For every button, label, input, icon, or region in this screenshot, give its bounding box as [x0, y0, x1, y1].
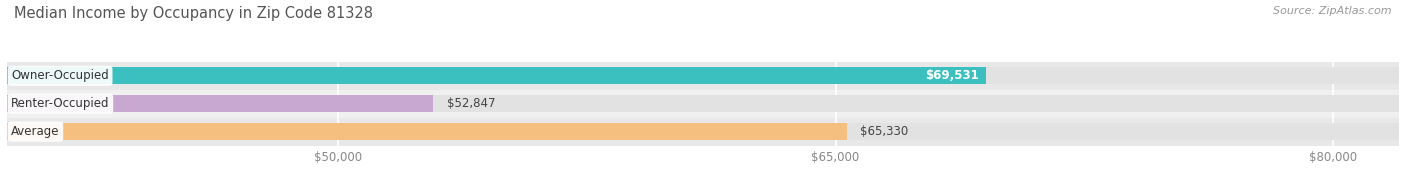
Text: Median Income by Occupancy in Zip Code 81328: Median Income by Occupancy in Zip Code 8… — [14, 6, 373, 21]
Text: $65,330: $65,330 — [860, 125, 908, 138]
Bar — [7, 95, 433, 112]
Bar — [7, 123, 1399, 140]
Text: Average: Average — [11, 125, 59, 138]
Bar — [7, 123, 846, 140]
Bar — [7, 118, 1399, 146]
Bar — [7, 95, 1399, 112]
Text: $52,847: $52,847 — [447, 97, 495, 110]
Text: Owner-Occupied: Owner-Occupied — [11, 69, 108, 82]
Bar — [7, 62, 1399, 90]
Bar — [7, 67, 986, 84]
Bar — [7, 67, 1399, 84]
Bar — [7, 90, 1399, 118]
Text: $69,531: $69,531 — [925, 69, 979, 82]
Text: Renter-Occupied: Renter-Occupied — [11, 97, 110, 110]
Text: Source: ZipAtlas.com: Source: ZipAtlas.com — [1274, 6, 1392, 16]
